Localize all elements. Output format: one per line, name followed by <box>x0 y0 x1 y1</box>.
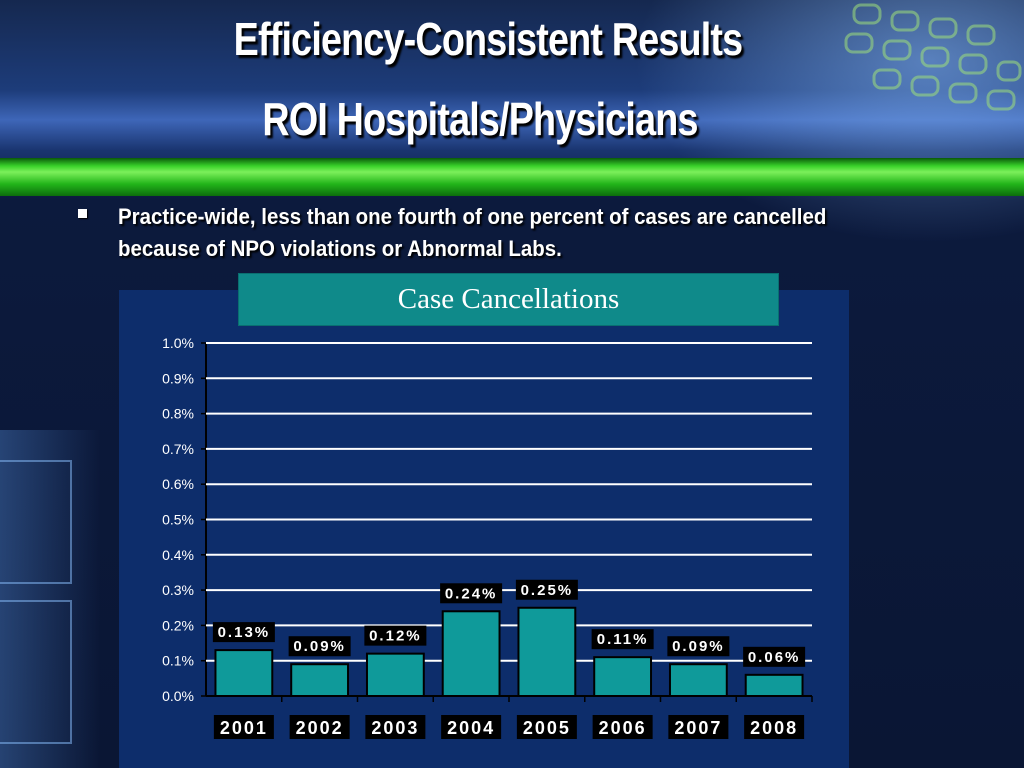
data-label-bg <box>364 625 427 646</box>
data-label-bg <box>288 636 351 657</box>
data-label-bg <box>667 636 730 657</box>
y-tick-label: 0.7% <box>162 441 194 457</box>
x-tick-label: 2006 <box>599 718 647 738</box>
data-label-bg <box>440 583 503 604</box>
y-tick-label: 1.0% <box>162 335 194 351</box>
x-label-bg <box>213 715 274 739</box>
x-tick-label: 2002 <box>296 718 344 738</box>
y-tick-label: 0.2% <box>162 617 194 633</box>
background-glow <box>0 430 100 768</box>
green-divider-bar <box>0 158 1024 196</box>
x-tick-label: 2007 <box>674 718 722 738</box>
data-label: 0.25% <box>521 582 574 599</box>
y-tick-label: 0.6% <box>162 476 194 492</box>
bar <box>517 606 577 697</box>
slide-title-line2: ROI Hospitals/Physicians <box>262 93 698 145</box>
data-label: 0.09% <box>672 638 725 655</box>
slide-title-line1: Efficiency-Consistent Results <box>233 13 743 65</box>
background-tile <box>0 600 72 744</box>
bullet-text: Practice-wide, less than one fourth of o… <box>118 204 827 261</box>
x-label-bg <box>516 715 577 739</box>
keypad-decoration <box>844 3 1022 111</box>
bar <box>214 649 274 697</box>
x-label-bg <box>289 715 350 739</box>
x-tick-label: 2004 <box>447 718 495 738</box>
background-tile <box>0 460 72 584</box>
y-tick-label: 0.9% <box>162 370 194 386</box>
data-label-bg <box>743 646 806 667</box>
bar <box>441 610 501 698</box>
data-label: 0.12% <box>369 628 422 645</box>
x-label-bg <box>365 715 426 739</box>
data-label: 0.09% <box>293 638 346 655</box>
bar <box>668 663 728 697</box>
y-tick-label: 0.5% <box>162 512 194 528</box>
data-label: 0.11% <box>597 631 649 648</box>
data-label: 0.13% <box>218 624 271 641</box>
x-tick-label: 2001 <box>220 718 268 738</box>
x-label-bg <box>744 715 805 739</box>
chart-title: Case Cancellations <box>238 273 779 326</box>
bar <box>290 663 350 697</box>
bar <box>365 652 425 698</box>
y-tick-label: 0.0% <box>162 688 194 704</box>
x-tick-label: 2005 <box>523 718 571 738</box>
y-tick-label: 0.4% <box>162 547 194 563</box>
data-label-bg <box>591 629 654 650</box>
square-bullet-icon <box>78 209 87 218</box>
y-tick-label: 0.1% <box>162 653 194 669</box>
x-tick-label: 2008 <box>750 718 798 738</box>
data-label: 0.24% <box>445 585 498 602</box>
y-tick-label: 0.3% <box>162 582 194 598</box>
x-label-bg <box>441 715 502 739</box>
data-label-bg <box>212 622 275 643</box>
x-tick-label: 2003 <box>371 718 419 738</box>
x-label-bg <box>592 715 653 739</box>
data-label: 0.06% <box>748 649 801 666</box>
x-label-bg <box>668 715 729 739</box>
y-tick-label: 0.8% <box>162 406 194 422</box>
data-label-bg <box>515 579 578 600</box>
bar <box>593 656 653 697</box>
bar <box>744 673 804 698</box>
